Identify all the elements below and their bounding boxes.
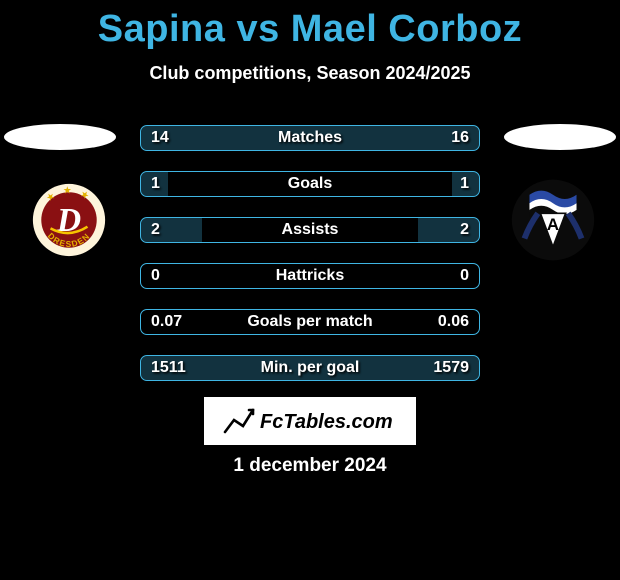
- stat-value-right: 0.06: [438, 313, 469, 331]
- fctables-logo: FcTables.com: [220, 402, 400, 440]
- stat-value-right: 1: [460, 175, 469, 193]
- stat-row: 2Assists2: [140, 217, 480, 243]
- page-subtitle: Club competitions, Season 2024/2025: [0, 63, 620, 84]
- stat-value-left: 14: [151, 129, 169, 147]
- stat-value-right: 1579: [433, 359, 469, 377]
- stat-value-right: 2: [460, 221, 469, 239]
- dynamo-dresden-badge: ★ ★ ★ DRESDEN D: [27, 178, 111, 262]
- stat-value-left: 1: [151, 175, 160, 193]
- stat-fill-right: [418, 218, 479, 242]
- stat-label: Hattricks: [141, 267, 479, 285]
- stats-block: 14Matches16 1Goals1 2Assists2 0Hattricks0 0.…: [140, 125, 480, 401]
- svg-text:A: A: [547, 215, 559, 234]
- stat-row: 14Matches16: [140, 125, 480, 151]
- stat-row: 1Goals1: [140, 171, 480, 197]
- stat-value-left: 0: [151, 267, 160, 285]
- stat-row: 1511Min. per goal1579: [140, 355, 480, 381]
- stat-value-left: 2: [151, 221, 160, 239]
- stat-row: 0Hattricks0: [140, 263, 480, 289]
- page-title: Sapina vs Mael Corboz: [0, 0, 620, 51]
- stat-value-right: 16: [451, 129, 469, 147]
- stat-row: 0.07Goals per match0.06: [140, 309, 480, 335]
- team-badge-left: ★ ★ ★ DRESDEN D: [20, 178, 118, 262]
- stat-value-left: 0.07: [151, 313, 182, 331]
- infographic-container: Sapina vs Mael Corboz Club competitions,…: [0, 0, 620, 580]
- branding-box: FcTables.com: [204, 397, 416, 445]
- arminia-bielefeld-badge: A: [509, 178, 597, 262]
- platform-oval-right: [504, 124, 616, 150]
- platform-oval-left: [4, 124, 116, 150]
- date-text: 1 december 2024: [0, 455, 620, 477]
- stat-value-left: 1511: [151, 359, 186, 377]
- stat-label: Goals per match: [141, 313, 479, 331]
- team-badge-right: A: [504, 178, 602, 262]
- stat-value-right: 0: [460, 267, 469, 285]
- svg-text:FcTables.com: FcTables.com: [260, 411, 393, 433]
- stat-label: Goals: [141, 175, 479, 193]
